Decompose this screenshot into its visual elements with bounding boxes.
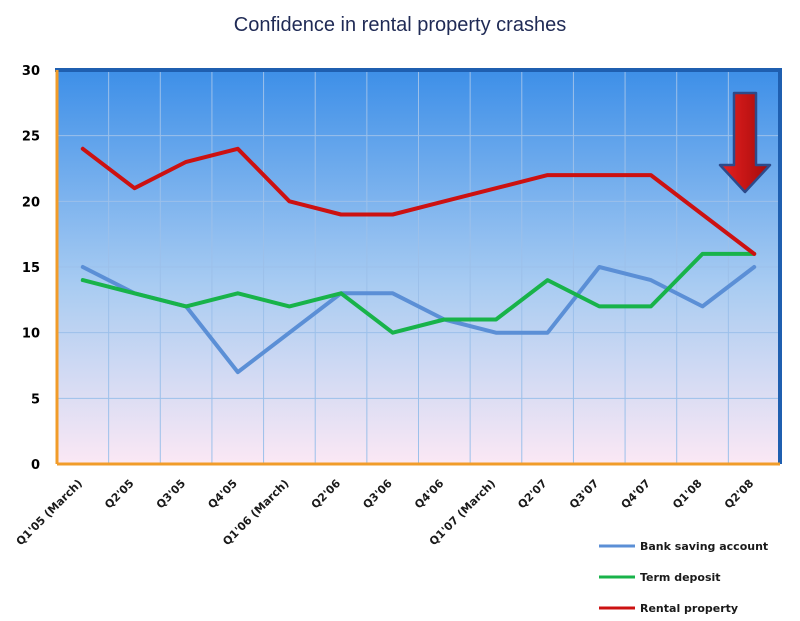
y-tick-label: 10 (22, 327, 40, 342)
x-tick-label: Q3'07 (567, 477, 601, 511)
series-line (80, 265, 757, 375)
x-tick-label: Q3'05 (154, 477, 188, 511)
x-tick-label: Q1'05 (March) (14, 477, 85, 548)
chart-title: Confidence in rental property crashes (233, 14, 567, 36)
legend-label: Term deposit (640, 571, 721, 584)
x-tick-label: Q2'08 (722, 477, 756, 511)
down-arrow-icon (718, 91, 772, 194)
series-line (80, 146, 757, 256)
x-tick-label: Q2'05 (102, 477, 136, 511)
y-tick-label: 20 (22, 195, 40, 210)
x-tick-label: Q1'08 (670, 477, 704, 511)
y-tick-label: 0 (31, 458, 40, 473)
y-tick-label: 15 (22, 261, 40, 276)
x-tick-label: Q4'06 (412, 477, 447, 512)
x-tick-label: Q4'07 (619, 477, 653, 511)
legend-label: Bank saving account (640, 540, 768, 553)
y-tick-label: 30 (22, 64, 40, 79)
y-tick-label: 5 (31, 392, 40, 407)
legend-label: Rental property (640, 602, 738, 615)
x-tick-label: Q3'06 (360, 477, 395, 512)
y-tick-label: 25 (22, 130, 40, 145)
x-tick-label: Q2'07 (515, 477, 549, 511)
x-tick-label: Q4'05 (205, 477, 239, 511)
x-tick-label: Q2'06 (309, 477, 344, 512)
series-line (80, 251, 757, 335)
